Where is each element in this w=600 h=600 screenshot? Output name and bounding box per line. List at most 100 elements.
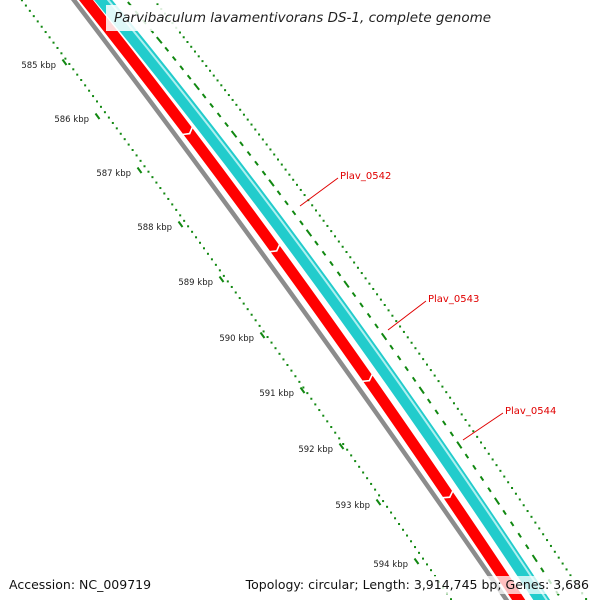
minor-tick-dot (569, 574, 572, 577)
minor-tick-dot (338, 437, 341, 440)
minor-tick-dot (193, 50, 196, 53)
outer-tick (343, 280, 350, 289)
outer-tick (351, 291, 357, 298)
minor-tick-dot (356, 266, 359, 269)
outer-tick (517, 532, 522, 538)
minor-tick-dot (499, 469, 502, 472)
minor-tick-dot (246, 118, 249, 121)
forward-strand-track-highlight (106, 0, 548, 600)
gene-leader-line-plav-0542 (299, 177, 339, 207)
gene-label-plav-0542[interactable]: Plav_0542 (340, 171, 391, 182)
outer-tick (502, 509, 507, 516)
forward-strand-gene-track (94, 0, 551, 600)
minor-tick-dot (179, 214, 182, 217)
minor-tick-dot (314, 209, 317, 212)
minor-tick-dot (238, 297, 241, 300)
minor-tick-dot (167, 197, 170, 200)
minor-tick-dot (64, 57, 67, 60)
outer-tick (164, 46, 170, 52)
outer-tick (509, 521, 515, 527)
gene-label-plav-0543[interactable]: Plav_0543 (428, 294, 479, 305)
minor-tick-dot (557, 556, 560, 559)
accession-label: Accession: NC_009719 (6, 576, 155, 594)
minor-tick-dot (254, 128, 257, 131)
outer-tick (276, 190, 282, 196)
minor-tick-dot (358, 465, 361, 468)
minor-tick-dot (450, 598, 453, 600)
tick-label: 588 kbp (137, 223, 172, 233)
outer-tick-marks (127, 1, 560, 596)
gene-label-plav-0544[interactable]: Plav_0544 (505, 406, 556, 417)
minor-tick-dot (553, 550, 556, 553)
minor-tick-dot (182, 36, 185, 39)
outer-tick (230, 130, 238, 138)
minor-tick-dot (68, 62, 71, 65)
minor-tick-dot (360, 272, 363, 275)
minor-tick-dot (522, 504, 525, 507)
minor-tick-dot (322, 219, 325, 222)
minor-tick-dot (495, 464, 498, 467)
minor-tick-dot (292, 178, 295, 181)
tick-label: 586 kbp (54, 115, 89, 125)
minor-tick-dot (56, 46, 59, 49)
minor-tick-dot (434, 574, 437, 577)
minor-tick-dot (433, 374, 436, 377)
minor-tick-dot (368, 282, 371, 285)
major-tick (94, 112, 101, 120)
minor-tick-dot (280, 163, 283, 166)
minor-tick-dot (44, 31, 47, 34)
outer-tick (193, 82, 200, 91)
minor-tick-dot (195, 236, 198, 239)
outer-tick (374, 323, 379, 329)
minor-tick-dot (426, 563, 429, 566)
scale-tick-labels: 585 kbp 586 kbp 587 kbp 588 kbp 589 kbp 590 k… (21, 61, 408, 570)
minor-tick-dot (383, 303, 386, 306)
minor-tick-dot (163, 192, 166, 195)
minor-tick-dot (294, 375, 297, 378)
minor-tick-dot (206, 252, 209, 255)
minor-tick-dot (456, 407, 459, 410)
outer-tick (418, 386, 425, 395)
minor-tick-dot (445, 391, 448, 394)
outer-tick (493, 497, 501, 505)
minor-tick-dot (342, 443, 345, 446)
minor-tick-dot (565, 568, 568, 571)
minor-tick-dot (96, 100, 99, 103)
outer-tick (411, 376, 417, 383)
outer-tick (224, 121, 229, 128)
minor-tick-dot (282, 358, 285, 361)
minor-tick-dot (326, 420, 329, 423)
minor-tick-dot (72, 68, 75, 71)
minor-tick-dot (210, 258, 213, 261)
minor-tick-dot (250, 123, 253, 126)
minor-tick-dot (391, 314, 394, 317)
minor-tick-dot (480, 441, 483, 444)
minor-tick-dot (460, 413, 463, 416)
minor-tick-dot (187, 225, 190, 228)
minor-tick-dot (449, 396, 452, 399)
minor-tick-dot (273, 153, 276, 156)
minor-tick-dot (278, 352, 281, 355)
minor-tick-dot (224, 89, 227, 92)
minor-tick-dot (468, 424, 471, 427)
minor-tick-dot (246, 308, 249, 311)
minor-tick-dot (410, 341, 413, 344)
minor-tick-dot (378, 494, 381, 497)
minor-tick-dot (487, 452, 490, 455)
major-tick (259, 331, 266, 339)
outer-tick (299, 220, 304, 226)
minor-tick-dot (209, 69, 212, 72)
minor-tick-dot (52, 41, 55, 44)
minor-tick-dot (60, 52, 63, 55)
outer-tick (209, 102, 214, 109)
reverse-strand-gene-track (78, 0, 526, 600)
minor-tick-dot (530, 515, 533, 518)
outer-tick (449, 431, 455, 437)
minor-tick-dot (284, 168, 287, 171)
outer-tick (314, 240, 319, 246)
major-tick (177, 220, 184, 228)
minor-tick-dot (354, 460, 357, 463)
tick-label: 587 kbp (96, 169, 131, 179)
minor-tick-dot (414, 347, 417, 350)
tick-label: 591 kbp (259, 389, 294, 399)
